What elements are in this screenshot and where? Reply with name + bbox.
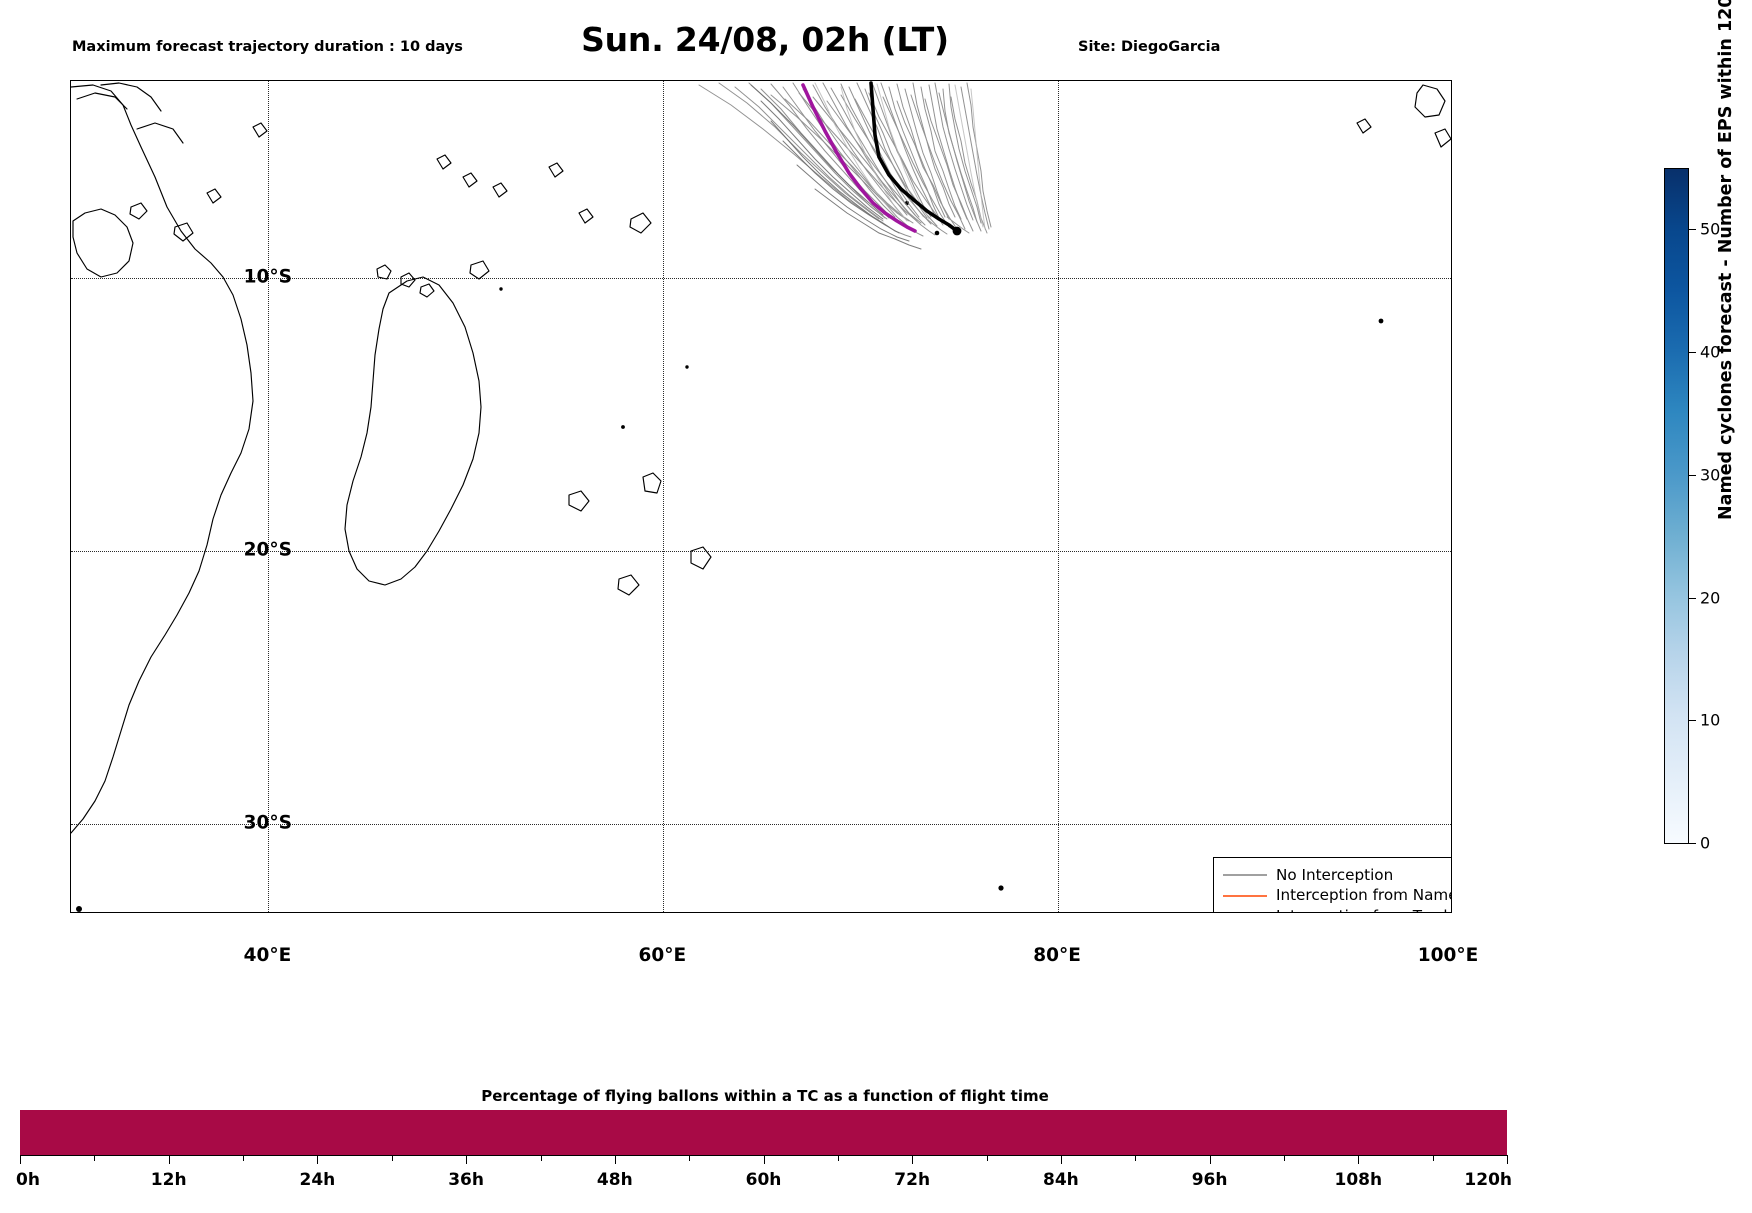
- legend-item-no-interception[interactable]: No Interception: [1222, 865, 1451, 886]
- colorbar-tick-40: [1689, 352, 1696, 353]
- page-title: Sun. 24/08, 02h (LT): [581, 20, 949, 59]
- time-label-84h: 84h: [1043, 1170, 1079, 1190]
- time-tick-minor-90h: [1135, 1155, 1137, 1161]
- map-plot-area: No Interception Interception from Named …: [70, 80, 1452, 913]
- time-tick-minor-102h: [1284, 1155, 1285, 1161]
- time-label-24h: 24h: [299, 1170, 336, 1190]
- colorbar-tick-10: [1689, 720, 1696, 721]
- time-label-72h: 72h: [894, 1170, 931, 1190]
- analysis-track-endpoint: [952, 226, 962, 236]
- map-legend: No Interception Interception from Named …: [1213, 857, 1451, 913]
- colorbar-ticklabel-20: 20: [1700, 588, 1721, 608]
- time-label-108h: 108h: [1334, 1170, 1383, 1190]
- gridline-lat-10S: [71, 277, 1451, 279]
- time-tick-108h: [1358, 1155, 1360, 1164]
- time-tick-minor-42h: [540, 1155, 542, 1161]
- header-left-line-0: Maximum forecast trajectory duration : 1…: [72, 39, 463, 56]
- gridline-lon-60: [663, 81, 665, 912]
- gridline-lon-80: [1058, 81, 1060, 912]
- time-tick-0h: [20, 1155, 21, 1164]
- time-label-120h: 120h: [1464, 1170, 1512, 1190]
- coastlines-layer: [71, 82, 1451, 834]
- colorbar-ticklabel-50: 50: [1700, 219, 1721, 239]
- time-tick-36h: [466, 1155, 468, 1164]
- time-tick-24h: [317, 1155, 319, 1164]
- time-tick-minor-78h: [986, 1155, 988, 1161]
- colorbar-tick-30: [1689, 475, 1696, 476]
- gridline-lon-40: [268, 81, 270, 912]
- colorbar-ticklabel-30: 30: [1700, 465, 1721, 485]
- time-tick-minor-6h: [94, 1155, 96, 1161]
- line-swatch-grey-icon: [1222, 871, 1268, 879]
- colorbar-ticklabel-10: 10: [1700, 710, 1721, 730]
- eps-outlier-trajectories: [814, 82, 986, 230]
- analysis-trajectory: [869, 81, 959, 233]
- time-label-12h: 12h: [150, 1170, 187, 1190]
- legend-label-trochoid: Interception from Trochoid: [1276, 908, 1451, 912]
- line-swatch-orange-icon: [1222, 892, 1268, 900]
- time-label-36h: 36h: [448, 1170, 484, 1190]
- colorbar-gradient: [1664, 168, 1689, 844]
- time-tick-minor-66h: [837, 1155, 839, 1161]
- xtick-label-100E: 100°E: [1417, 945, 1479, 966]
- percentage-bar-fill: [20, 1110, 1507, 1155]
- time-label-0h: 0h: [16, 1170, 40, 1190]
- time-tick-12h: [168, 1155, 170, 1164]
- xtick-label-60E: 60°E: [638, 945, 687, 966]
- eps-ensemble-trajectories: [698, 82, 992, 238]
- hres-trajectory: [801, 83, 917, 233]
- time-label-60h: 60h: [745, 1170, 782, 1190]
- colorbar-tick-50: [1689, 229, 1696, 230]
- percentage-bar-axes: [20, 1110, 1507, 1155]
- legend-label-named-cyclone: Interception from Named cyclone: [1276, 886, 1451, 905]
- time-tick-minor-30h: [391, 1155, 393, 1161]
- time-label-48h: 48h: [596, 1170, 633, 1190]
- colorbar-ticklabel-0: 0: [1700, 833, 1711, 853]
- time-tick-minor-114h: [1432, 1155, 1434, 1161]
- ytick-label-30S: 30°S: [243, 812, 292, 834]
- time-label-96h: 96h: [1191, 1170, 1228, 1190]
- time-tick-48h: [614, 1155, 616, 1164]
- map-geometry: [71, 81, 1451, 912]
- time-tick-96h: [1209, 1155, 1211, 1164]
- legend-label-no-interception: No Interception: [1276, 865, 1394, 884]
- percentage-bar-caption: Percentage of flying ballons within a TC…: [481, 1087, 1049, 1105]
- xtick-label-40E: 40°E: [243, 945, 292, 966]
- eps-long-strands: [750, 84, 922, 250]
- time-tick-84h: [1060, 1155, 1062, 1164]
- colorbar-tick-20: [1689, 598, 1696, 599]
- legend-item-named-cyclone[interactable]: Interception from Named cyclone: [1222, 886, 1451, 907]
- line-swatch-olive-icon: [1222, 912, 1268, 913]
- time-tick-minor-18h: [243, 1155, 245, 1161]
- colorbar: 0 10 20 30 40 50: [1664, 168, 1720, 853]
- legend-item-trochoid[interactable]: Interception from Trochoid: [1222, 906, 1451, 913]
- colorbar-title: Named cyclones forecast - Number of EPS …: [1716, 0, 1736, 520]
- ytick-label-10S: 10°S: [243, 266, 292, 288]
- time-tick-60h: [763, 1155, 765, 1164]
- time-tick-minor-54h: [689, 1155, 691, 1161]
- gridline-lat-30S: [71, 824, 1451, 826]
- colorbar-ticklabel-40: 40: [1700, 342, 1721, 362]
- time-tick-72h: [912, 1155, 914, 1164]
- gridline-lat-20S: [71, 551, 1451, 552]
- ytick-label-20S: 20°S: [243, 539, 292, 561]
- colorbar-tick-0: [1689, 843, 1696, 844]
- time-tick-120h: [1507, 1155, 1508, 1164]
- header-right-line-0: Site: DiegoGarcia: [1078, 39, 1221, 56]
- xtick-label-80E: 80°E: [1033, 945, 1081, 966]
